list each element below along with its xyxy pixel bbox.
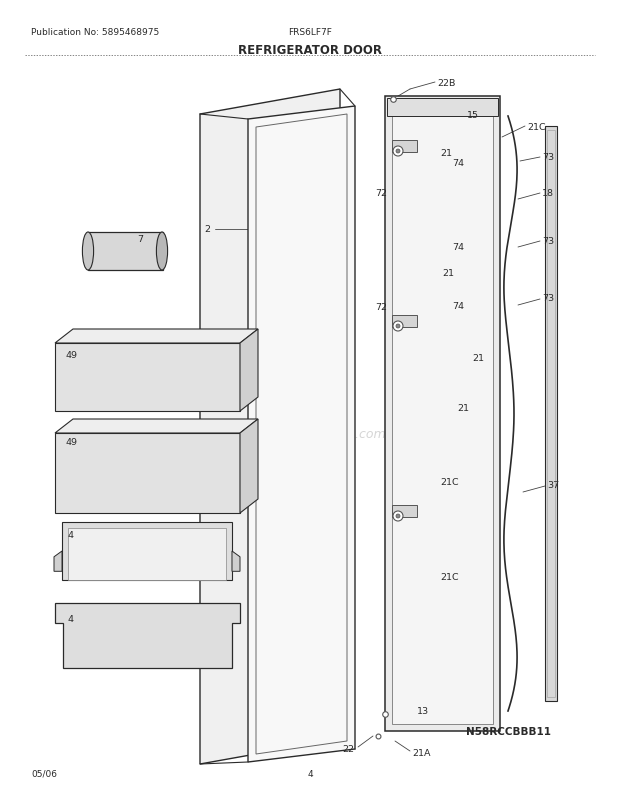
Bar bbox=[392, 316, 417, 327]
Circle shape bbox=[393, 147, 403, 157]
Text: 74: 74 bbox=[452, 242, 464, 251]
Polygon shape bbox=[385, 97, 500, 731]
Bar bbox=[392, 141, 417, 153]
Bar bbox=[392, 505, 417, 517]
Ellipse shape bbox=[82, 233, 94, 270]
Bar bbox=[545, 127, 557, 701]
Text: 05/06: 05/06 bbox=[31, 769, 57, 778]
Circle shape bbox=[393, 322, 403, 331]
Polygon shape bbox=[54, 551, 62, 572]
Text: 21C: 21C bbox=[440, 573, 459, 581]
Text: 37: 37 bbox=[547, 481, 559, 490]
Text: 21C: 21C bbox=[440, 478, 459, 487]
Text: eReplacementParts.com: eReplacementParts.com bbox=[234, 428, 386, 441]
Text: N58RCCBBB11: N58RCCBBB11 bbox=[466, 726, 551, 735]
Polygon shape bbox=[248, 107, 355, 762]
Text: 4: 4 bbox=[307, 769, 313, 778]
Polygon shape bbox=[62, 522, 232, 581]
Text: FRS6LF7F: FRS6LF7F bbox=[288, 28, 332, 37]
Polygon shape bbox=[55, 343, 240, 411]
Text: 49: 49 bbox=[66, 351, 78, 360]
Text: 4: 4 bbox=[68, 615, 74, 624]
Polygon shape bbox=[200, 90, 340, 764]
Text: 21: 21 bbox=[457, 404, 469, 413]
Text: 2: 2 bbox=[204, 225, 210, 234]
Circle shape bbox=[396, 514, 400, 518]
Polygon shape bbox=[240, 330, 258, 411]
Text: 73: 73 bbox=[542, 294, 554, 303]
Text: Publication No: 5895468975: Publication No: 5895468975 bbox=[31, 28, 159, 37]
Circle shape bbox=[393, 512, 403, 521]
Ellipse shape bbox=[156, 233, 167, 270]
Polygon shape bbox=[240, 419, 258, 513]
Bar bbox=[68, 529, 226, 581]
Bar bbox=[392, 104, 493, 724]
Text: 72: 72 bbox=[375, 303, 387, 312]
Text: 18: 18 bbox=[542, 188, 554, 197]
Text: 21C: 21C bbox=[527, 123, 546, 132]
Text: 21: 21 bbox=[442, 269, 454, 278]
Bar bbox=[88, 233, 163, 270]
Polygon shape bbox=[55, 330, 258, 343]
Text: 22: 22 bbox=[342, 744, 354, 754]
Text: 73: 73 bbox=[542, 237, 554, 245]
Text: 74: 74 bbox=[452, 160, 464, 168]
Text: 22B: 22B bbox=[437, 79, 455, 87]
Circle shape bbox=[396, 325, 400, 329]
Text: 21A: 21A bbox=[412, 748, 430, 758]
Text: 74: 74 bbox=[452, 302, 464, 311]
Bar bbox=[387, 99, 498, 117]
Text: 49: 49 bbox=[66, 438, 78, 447]
Text: REFRIGERATOR DOOR: REFRIGERATOR DOOR bbox=[238, 44, 382, 57]
Text: 7: 7 bbox=[137, 235, 143, 244]
Text: 72: 72 bbox=[375, 188, 387, 197]
Text: 21: 21 bbox=[472, 354, 484, 363]
Polygon shape bbox=[232, 551, 240, 572]
Polygon shape bbox=[55, 603, 240, 668]
Text: 4: 4 bbox=[68, 531, 74, 540]
Text: 15: 15 bbox=[467, 111, 479, 119]
Text: 21: 21 bbox=[440, 149, 452, 158]
Circle shape bbox=[396, 150, 400, 154]
Polygon shape bbox=[55, 433, 240, 513]
Polygon shape bbox=[55, 419, 258, 433]
Text: 73: 73 bbox=[542, 152, 554, 161]
Text: 13: 13 bbox=[417, 707, 429, 715]
Bar bbox=[547, 131, 555, 697]
